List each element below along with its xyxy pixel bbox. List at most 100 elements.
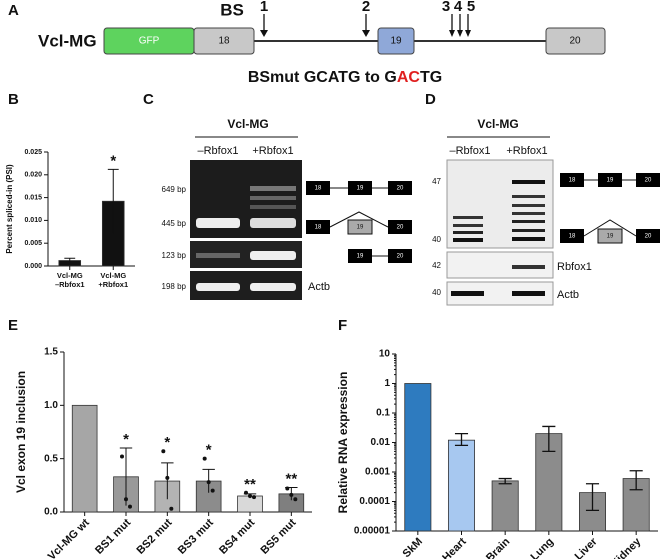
x-tick-label: BS1 mut (93, 516, 133, 556)
exon-label: 18 (569, 178, 576, 184)
x-tick-line: Vcl-MG (57, 271, 83, 280)
y-tick-label: 0.00001 (354, 526, 391, 537)
data-point (169, 506, 174, 511)
site-number: 2 (362, 0, 370, 15)
data-point (293, 497, 298, 502)
y-tick-label: 0.0 (44, 507, 58, 518)
bar (404, 383, 432, 532)
error-bar (161, 462, 174, 500)
bar (237, 495, 263, 513)
panel-label: A (8, 2, 19, 19)
panel-label: E (8, 317, 18, 334)
x-tick-label: Brain (484, 535, 513, 559)
exon-label: 19 (357, 254, 364, 260)
error-bar (454, 432, 469, 447)
lane-label: +Rbfox1 (252, 145, 293, 157)
mutation-text: BSmut GCATG to GACTG (248, 69, 442, 86)
x-tick-line: +Rbfox1 (98, 280, 128, 289)
site-number: 5 (467, 0, 475, 15)
x-tick-label: BS3 mut (176, 516, 216, 556)
y-axis-label: Percent spliced-in (PSI) (5, 164, 14, 254)
marker-label: 649 bp (162, 185, 187, 194)
exon-label: 19 (607, 234, 614, 240)
error-bar (498, 477, 512, 485)
y-tick-label: 0.015 (24, 194, 42, 201)
x-tick-label: Liver (573, 535, 601, 559)
lane-label: –Rbfox1 (450, 145, 491, 157)
panel-label: B (8, 91, 19, 108)
y-tick-label: 0.1 (376, 408, 390, 419)
gel-title: Vcl-MG (227, 117, 268, 131)
y-tick-label: 0.0001 (359, 496, 390, 507)
protein-label: Rbfox1 (557, 261, 592, 273)
x-tick-label: SkM (401, 536, 425, 559)
exon-label: 20 (645, 234, 652, 240)
exon-label: 19 (357, 186, 364, 192)
x-tick-label: BS2 mut (134, 516, 174, 556)
x-tick-label: Lung (529, 536, 556, 559)
x-tick-label: BS4 mut (217, 516, 257, 556)
y-axis-label: Relative RNA expression (336, 372, 350, 514)
construct-name: Vcl-MG (38, 31, 97, 50)
y-tick-label: 0.000 (24, 263, 42, 270)
error-bar (629, 470, 643, 491)
site-number: 4 (454, 0, 463, 15)
panel-label: D (425, 91, 436, 108)
data-point (285, 486, 290, 491)
error-bar (542, 425, 556, 453)
exon-label: 20 (397, 186, 404, 192)
x-tick-label: Vcl-MG +Rbfox1 (98, 271, 128, 289)
y-tick-label: 10 (379, 349, 391, 360)
data-point (248, 494, 252, 498)
marker-label: 123 bp (162, 251, 187, 260)
lane-label: +Rbfox1 (506, 145, 547, 157)
data-point (161, 449, 166, 454)
site-number: 3 (442, 0, 450, 15)
data-point (206, 480, 211, 485)
exon-label: 19 (390, 36, 402, 47)
marker-label: 40 (432, 235, 441, 244)
data-point (289, 492, 294, 497)
data-point (210, 488, 215, 493)
exon-label: 19 (607, 178, 614, 184)
y-tick-label: 1 (384, 378, 390, 389)
gel-image (190, 160, 302, 300)
x-tick-label: Vcl-MG wt (46, 516, 92, 559)
x-tick-label: Vcl-MG –Rbfox1 (55, 271, 85, 289)
significance: * (123, 431, 129, 448)
site-number: 1 (260, 0, 268, 15)
data-point (202, 456, 207, 461)
gel-title: Vcl-MG (477, 117, 518, 131)
bar (71, 404, 98, 513)
y-tick-label: 0.020 (24, 172, 42, 179)
western-blot (446, 159, 554, 306)
isoform-diagram (306, 181, 412, 263)
bar (491, 480, 519, 532)
significance: * (110, 152, 116, 169)
x-tick-line: Vcl-MG (100, 271, 126, 280)
error-bar (107, 168, 119, 234)
marker-label: 47 (432, 177, 441, 186)
exon-box (193, 27, 255, 55)
data-point (120, 454, 124, 459)
significance: ** (285, 470, 297, 487)
exon-label: 20 (569, 36, 581, 47)
exon-label: 20 (397, 254, 404, 260)
exon-box (545, 27, 606, 55)
mutation-prefix: BSmut GCATG to G (248, 69, 397, 86)
significance: * (164, 434, 170, 451)
data-point (244, 490, 248, 495)
y-axis-label: Vcl exon 19 inclusion (14, 371, 28, 493)
panel-label: F (338, 317, 347, 334)
y-tick-label: 0.001 (365, 467, 390, 478)
data-point (165, 475, 170, 480)
data-point (252, 495, 256, 500)
exon-label: 18 (315, 186, 322, 192)
y-tick-label: 0.01 (371, 437, 391, 448)
significance: ** (244, 476, 256, 493)
lane-label: –Rbfox1 (198, 145, 239, 157)
exon-box (377, 27, 415, 55)
y-tick-label: 0.005 (24, 240, 42, 247)
y-tick-label: 0.010 (24, 217, 42, 224)
